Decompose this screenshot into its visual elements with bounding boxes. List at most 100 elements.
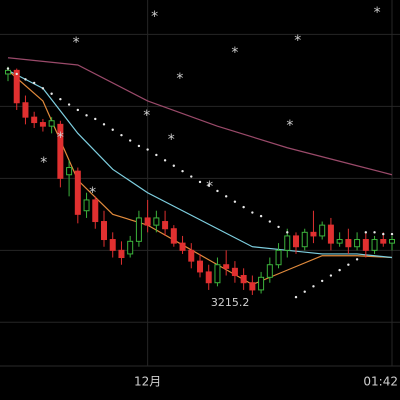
candle-body — [118, 249, 125, 259]
candle-body — [240, 275, 247, 284]
sar-dot — [207, 184, 210, 187]
sar-dot — [224, 195, 228, 198]
candle-body — [327, 224, 334, 244]
candle-body — [205, 271, 212, 284]
sar-dot — [382, 232, 385, 236]
candle-body — [109, 239, 116, 251]
candle-body — [39, 122, 46, 127]
candle-body — [170, 228, 177, 244]
candle-body — [5, 69, 11, 75]
sar-dot — [338, 268, 341, 272]
sar-dot — [50, 92, 53, 95]
candle-body — [371, 239, 378, 251]
candle-body — [31, 116, 38, 124]
sar-dot — [294, 295, 298, 299]
sar-dot — [67, 103, 71, 106]
star-marker: * — [286, 118, 293, 134]
sar-dot — [111, 128, 114, 131]
sar-dot — [137, 144, 141, 148]
x-tick-label: 12月 — [134, 375, 161, 389]
candle-body — [214, 264, 221, 284]
ma-line — [7, 69, 393, 259]
candle-body — [153, 217, 160, 226]
sar-dot — [76, 108, 80, 112]
candle-body — [223, 264, 230, 269]
ma-line — [7, 69, 393, 286]
sar-dot — [15, 72, 18, 76]
candle-body — [92, 199, 99, 223]
sar-dot — [355, 258, 359, 261]
sar-dot — [146, 148, 149, 151]
candle-body — [345, 239, 352, 248]
candle-body — [231, 267, 238, 277]
candle-body — [66, 167, 73, 176]
sar-dot — [120, 133, 123, 137]
sar-dot — [251, 211, 254, 214]
star-marker: * — [89, 185, 96, 201]
candle-body — [179, 242, 186, 251]
sar-dot — [155, 153, 158, 157]
candle-body — [197, 260, 203, 273]
sar-dot — [242, 205, 245, 209]
low-annotation: 3215.2 — [211, 296, 250, 309]
sar-dot — [94, 117, 97, 121]
sar-dot — [233, 200, 237, 203]
sar-dot — [24, 78, 27, 81]
candle-body — [13, 69, 20, 104]
sar-dot — [181, 169, 184, 173]
candle-body — [249, 282, 256, 291]
candle-body — [101, 221, 107, 241]
sar-dot — [320, 279, 324, 283]
star-marker: * — [143, 108, 150, 124]
candle-body — [74, 170, 81, 215]
sar-dot — [32, 81, 36, 85]
sar-dot — [312, 285, 315, 288]
candle-body — [57, 123, 64, 179]
star-marker: * — [374, 5, 381, 21]
candle-body — [48, 120, 55, 127]
candle-body — [310, 231, 317, 237]
candle-body — [336, 239, 343, 244]
sar-dot — [373, 231, 376, 234]
candle-body — [144, 217, 151, 226]
sar-dot — [59, 97, 62, 101]
sar-dot — [268, 220, 272, 223]
candle-body — [275, 249, 282, 266]
star-marker: * — [40, 155, 47, 171]
ma-line — [7, 57, 393, 176]
candle-body — [301, 231, 308, 248]
sar-dot — [277, 225, 280, 229]
candle-body — [389, 239, 395, 244]
sar-dot — [259, 214, 263, 218]
candle-body — [162, 221, 169, 230]
star-marker: * — [231, 45, 238, 61]
sar-dot — [85, 114, 88, 117]
star-marker: * — [294, 33, 301, 49]
star-marker: * — [168, 132, 175, 148]
candle-body — [188, 249, 195, 262]
candle-body — [127, 240, 134, 255]
sar-dot — [364, 231, 368, 234]
sar-dot — [163, 159, 167, 162]
sar-dot — [198, 180, 202, 184]
sar-dot — [190, 175, 193, 178]
candle-body — [319, 224, 326, 237]
candle-body — [362, 239, 369, 251]
sar-dot — [128, 139, 132, 142]
sar-dot — [216, 189, 219, 193]
candle-body — [284, 235, 291, 251]
sar-dot — [41, 87, 45, 90]
sar-dot — [347, 263, 350, 266]
sar-dot — [172, 164, 176, 167]
candle-body — [266, 264, 273, 278]
candle-body — [380, 239, 387, 244]
star-marker: * — [206, 179, 213, 195]
candle-body — [22, 102, 29, 118]
sar-dot — [390, 232, 394, 236]
star-marker: * — [73, 35, 80, 51]
sar-dot — [329, 274, 333, 277]
sar-dot — [6, 67, 10, 70]
sar-dot — [102, 123, 106, 126]
